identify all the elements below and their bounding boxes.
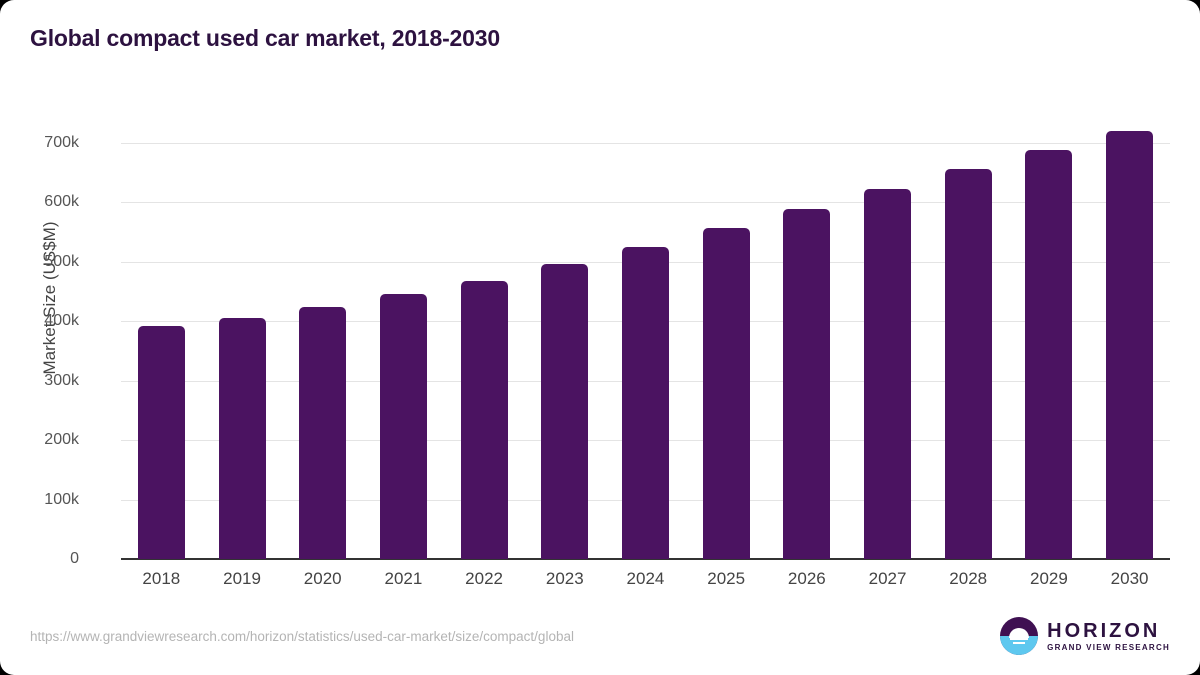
y-axis-tick-label: 400k (44, 312, 79, 330)
x-axis-tick-label: 2021 (384, 569, 423, 588)
y-axis-tick-label: 100k (44, 490, 79, 508)
bar-slot: 2025 (686, 125, 767, 588)
bar-slot: 2029 (1009, 125, 1090, 588)
x-axis-tick-label: 2024 (626, 569, 665, 588)
x-axis-tick-label: 2023 (545, 569, 584, 588)
bar-series: 2018 2019 2020 2021 2022 2023 2024 2025 2026 2027… (121, 125, 1170, 588)
bar[interactable] (137, 325, 185, 559)
bar[interactable] (460, 280, 508, 559)
bar[interactable] (379, 293, 427, 559)
horizon-sun-circle-icon (1000, 617, 1039, 655)
bar-chart: Market Size (US$M) 0 100k 200k 300k 400k 500k… (0, 70, 1200, 615)
y-axis-tick-label: 300k (44, 371, 79, 389)
bar-slot: 2030 (1089, 125, 1170, 588)
x-axis-tick-label: 2029 (1029, 569, 1068, 588)
source-url[interactable]: https://www.grandviewresearch.com/horizo… (30, 629, 574, 644)
x-axis-tick-label: 2025 (707, 569, 746, 588)
bar-slot: 2024 (605, 125, 686, 588)
bar[interactable] (299, 306, 347, 559)
x-axis-line (121, 558, 1170, 560)
y-axis-tick-label: 200k (44, 431, 79, 449)
y-axis-tick-label: 700k (44, 133, 79, 151)
bar-slot: 2018 (121, 125, 202, 588)
x-axis-tick-label: 2020 (303, 569, 342, 588)
bar[interactable] (218, 317, 266, 559)
bar[interactable] (944, 169, 992, 559)
x-axis-tick-label: 2018 (142, 569, 181, 588)
bar-slot: 2026 (767, 125, 848, 588)
bar-slot: 2028 (928, 125, 1009, 588)
bar[interactable] (1106, 130, 1154, 559)
bar[interactable] (702, 228, 750, 559)
y-axis-tick-label: 500k (44, 252, 79, 270)
x-axis-tick-label: 2030 (1110, 569, 1149, 588)
x-axis-tick-label: 2028 (949, 569, 988, 588)
y-axis-tick-label: 0 (70, 550, 79, 567)
x-axis-tick-label: 2019 (223, 569, 261, 588)
gridline (121, 202, 1170, 204)
horizon-logo: HORIZON GRAND VIEW RESEARCH (1000, 617, 1170, 655)
x-axis-tick-label: 2027 (868, 569, 907, 588)
bar-slot: 2022 (444, 125, 525, 588)
plot-area: 0 100k 200k 300k 400k 500k 600k 700k 2018 2019 20… (44, 125, 1170, 588)
bar-slot: 2019 (202, 125, 283, 588)
gridline (121, 142, 1170, 144)
bar[interactable] (541, 264, 589, 559)
bar[interactable] (864, 188, 912, 559)
bar-slot: 2027 (847, 125, 928, 588)
bar-slot: 2021 (363, 125, 444, 588)
y-axis-tick-label: 600k (44, 193, 79, 211)
bar-slot: 2020 (282, 125, 363, 588)
x-axis-tick-label: 2026 (787, 569, 826, 588)
bar[interactable] (783, 209, 831, 559)
logo-subtitle: GRAND VIEW RESEARCH (1047, 642, 1170, 652)
x-axis-tick-label: 2022 (465, 569, 503, 588)
page-title: Global compact used car market, 2018-203… (30, 25, 500, 51)
bar[interactable] (621, 247, 669, 559)
bar[interactable] (1025, 149, 1073, 559)
logo-name: HORIZON (1047, 619, 1161, 642)
bar-slot: 2023 (524, 125, 605, 588)
